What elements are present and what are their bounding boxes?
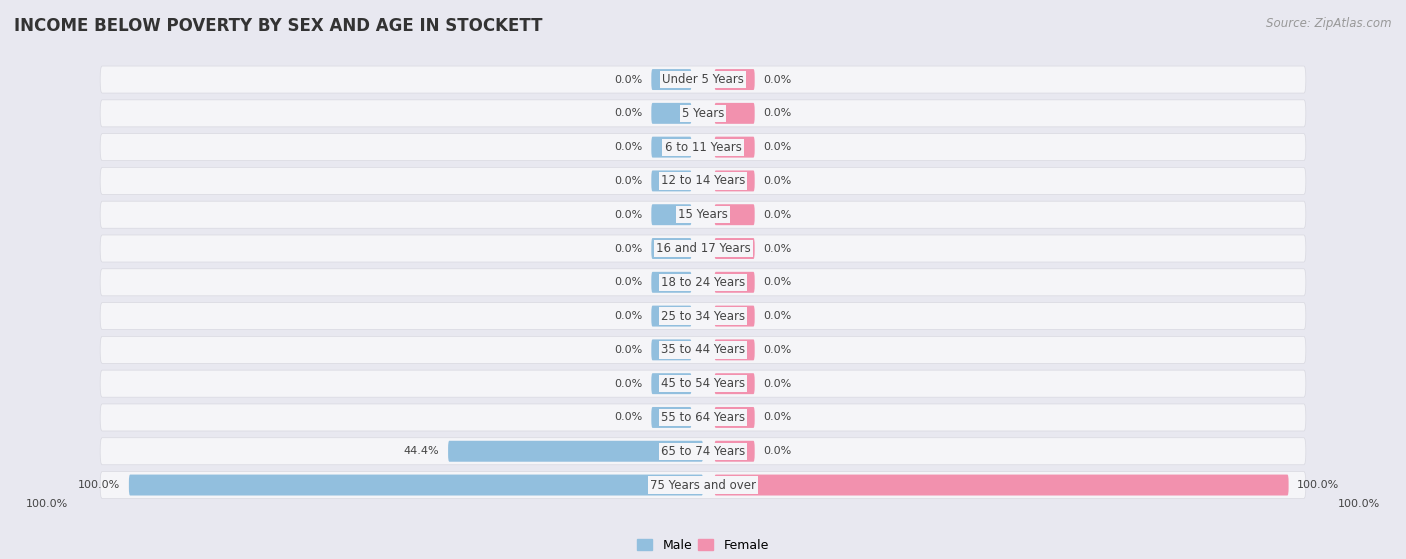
Text: 0.0%: 0.0% xyxy=(614,345,643,355)
FancyBboxPatch shape xyxy=(651,103,692,124)
FancyBboxPatch shape xyxy=(651,238,692,259)
Text: 0.0%: 0.0% xyxy=(614,378,643,389)
FancyBboxPatch shape xyxy=(651,272,692,293)
Text: 0.0%: 0.0% xyxy=(763,413,792,423)
Text: 0.0%: 0.0% xyxy=(614,244,643,253)
FancyBboxPatch shape xyxy=(714,69,755,90)
Text: 0.0%: 0.0% xyxy=(763,108,792,119)
FancyBboxPatch shape xyxy=(100,438,1306,465)
Text: 55 to 64 Years: 55 to 64 Years xyxy=(661,411,745,424)
FancyBboxPatch shape xyxy=(714,407,755,428)
FancyBboxPatch shape xyxy=(714,204,755,225)
Text: 0.0%: 0.0% xyxy=(614,277,643,287)
Text: 0.0%: 0.0% xyxy=(763,74,792,84)
Text: 0.0%: 0.0% xyxy=(763,378,792,389)
FancyBboxPatch shape xyxy=(449,440,703,462)
Text: 0.0%: 0.0% xyxy=(763,176,792,186)
Text: 0.0%: 0.0% xyxy=(614,108,643,119)
Text: 5 Years: 5 Years xyxy=(682,107,724,120)
FancyBboxPatch shape xyxy=(100,404,1306,431)
Text: 18 to 24 Years: 18 to 24 Years xyxy=(661,276,745,289)
Text: 100.0%: 100.0% xyxy=(25,499,67,509)
Text: 100.0%: 100.0% xyxy=(1298,480,1340,490)
Text: 15 Years: 15 Years xyxy=(678,208,728,221)
Text: 0.0%: 0.0% xyxy=(614,413,643,423)
Text: 100.0%: 100.0% xyxy=(1339,499,1381,509)
FancyBboxPatch shape xyxy=(651,69,692,90)
FancyBboxPatch shape xyxy=(100,100,1306,127)
Text: 35 to 44 Years: 35 to 44 Years xyxy=(661,343,745,357)
FancyBboxPatch shape xyxy=(714,136,755,158)
Text: 12 to 14 Years: 12 to 14 Years xyxy=(661,174,745,187)
Text: 16 and 17 Years: 16 and 17 Years xyxy=(655,242,751,255)
Text: 100.0%: 100.0% xyxy=(77,480,121,490)
FancyBboxPatch shape xyxy=(651,204,692,225)
Text: 6 to 11 Years: 6 to 11 Years xyxy=(665,141,741,154)
Text: 0.0%: 0.0% xyxy=(763,345,792,355)
Text: 0.0%: 0.0% xyxy=(614,142,643,152)
Text: 0.0%: 0.0% xyxy=(614,176,643,186)
FancyBboxPatch shape xyxy=(100,201,1306,228)
FancyBboxPatch shape xyxy=(100,66,1306,93)
FancyBboxPatch shape xyxy=(100,370,1306,397)
Text: 0.0%: 0.0% xyxy=(614,311,643,321)
FancyBboxPatch shape xyxy=(100,337,1306,363)
Text: 45 to 54 Years: 45 to 54 Years xyxy=(661,377,745,390)
FancyBboxPatch shape xyxy=(100,134,1306,160)
FancyBboxPatch shape xyxy=(100,269,1306,296)
Text: INCOME BELOW POVERTY BY SEX AND AGE IN STOCKETT: INCOME BELOW POVERTY BY SEX AND AGE IN S… xyxy=(14,17,543,35)
Text: 0.0%: 0.0% xyxy=(763,210,792,220)
Text: 0.0%: 0.0% xyxy=(763,142,792,152)
FancyBboxPatch shape xyxy=(714,475,1289,495)
Text: 0.0%: 0.0% xyxy=(763,277,792,287)
Text: Source: ZipAtlas.com: Source: ZipAtlas.com xyxy=(1267,17,1392,30)
FancyBboxPatch shape xyxy=(651,306,692,326)
FancyBboxPatch shape xyxy=(714,373,755,394)
FancyBboxPatch shape xyxy=(714,238,755,259)
Text: Under 5 Years: Under 5 Years xyxy=(662,73,744,86)
FancyBboxPatch shape xyxy=(714,339,755,361)
FancyBboxPatch shape xyxy=(651,373,692,394)
Text: 0.0%: 0.0% xyxy=(614,74,643,84)
Text: 0.0%: 0.0% xyxy=(614,210,643,220)
FancyBboxPatch shape xyxy=(100,235,1306,262)
FancyBboxPatch shape xyxy=(129,475,703,495)
FancyBboxPatch shape xyxy=(651,339,692,361)
Text: 25 to 34 Years: 25 to 34 Years xyxy=(661,310,745,323)
FancyBboxPatch shape xyxy=(651,407,692,428)
FancyBboxPatch shape xyxy=(714,440,755,462)
FancyBboxPatch shape xyxy=(651,136,692,158)
Text: 0.0%: 0.0% xyxy=(763,244,792,253)
Text: 0.0%: 0.0% xyxy=(763,446,792,456)
FancyBboxPatch shape xyxy=(100,302,1306,330)
FancyBboxPatch shape xyxy=(714,306,755,326)
Text: 75 Years and over: 75 Years and over xyxy=(650,479,756,491)
FancyBboxPatch shape xyxy=(100,472,1306,499)
Text: 44.4%: 44.4% xyxy=(404,446,440,456)
FancyBboxPatch shape xyxy=(714,170,755,191)
FancyBboxPatch shape xyxy=(100,167,1306,195)
Legend: Male, Female: Male, Female xyxy=(633,534,773,557)
Text: 65 to 74 Years: 65 to 74 Years xyxy=(661,445,745,458)
FancyBboxPatch shape xyxy=(714,272,755,293)
Text: 0.0%: 0.0% xyxy=(763,311,792,321)
FancyBboxPatch shape xyxy=(714,103,755,124)
FancyBboxPatch shape xyxy=(651,170,692,191)
